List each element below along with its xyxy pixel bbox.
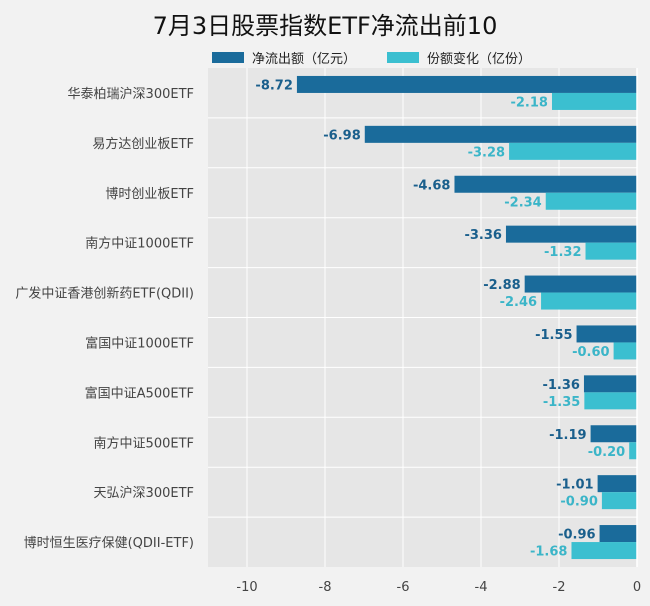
x-tick-label: 0 bbox=[633, 580, 641, 595]
net-outflow-bar bbox=[364, 125, 637, 143]
y-tick-label: 博时恒生医疗保健(QDII-ETF) bbox=[24, 536, 194, 551]
share-change-data-label: -2.34 bbox=[504, 195, 541, 210]
share-change-data-label: -0.90 bbox=[560, 495, 597, 510]
x-tick-label: -4 bbox=[475, 580, 488, 595]
net-outflow-bar bbox=[590, 425, 637, 443]
legend-swatch-net-outflow bbox=[212, 52, 244, 63]
share-change-bar bbox=[545, 192, 637, 210]
y-tick-label: 南方中证500ETF bbox=[94, 435, 194, 451]
x-tick-label: -6 bbox=[397, 580, 410, 595]
share-change-bar bbox=[551, 92, 637, 110]
x-tick-label: -2 bbox=[553, 580, 566, 595]
legend-label-share-change: 份额变化（亿份） bbox=[427, 52, 532, 67]
y-tick-label: 易方达创业板ETF bbox=[92, 136, 194, 152]
x-tick-label: -8 bbox=[319, 580, 332, 595]
net-outflow-bar bbox=[583, 375, 637, 393]
y-tick-label: 天弘沪深300ETF bbox=[94, 485, 194, 501]
share-change-data-label: -0.20 bbox=[588, 445, 625, 460]
y-tick-label: 富国中证1000ETF bbox=[85, 335, 194, 351]
share-change-data-label: -2.18 bbox=[510, 95, 547, 110]
legend-item-net-outflow: 净流出额（亿元） bbox=[212, 48, 356, 67]
net-outflow-bar bbox=[524, 275, 637, 293]
share-change-data-label: -1.35 bbox=[543, 395, 580, 410]
net-outflow-bar bbox=[576, 325, 637, 343]
share-change-bar bbox=[584, 392, 637, 410]
net-outflow-data-label: -1.36 bbox=[542, 378, 579, 393]
y-tick-label: 华泰柏瑞沪深300ETF bbox=[68, 86, 194, 102]
legend-item-share-change: 份额变化（亿份） bbox=[387, 48, 531, 67]
y-tick-label: 广发中证香港创新药ETF(QDII) bbox=[15, 286, 194, 302]
share-change-data-label: -3.28 bbox=[468, 145, 505, 160]
share-change-bar bbox=[509, 142, 637, 160]
share-change-bar bbox=[571, 542, 637, 560]
net-outflow-bar bbox=[505, 225, 637, 243]
net-outflow-data-label: -0.96 bbox=[558, 528, 595, 543]
share-change-data-label: -1.68 bbox=[530, 545, 567, 560]
share-change-data-label: -0.60 bbox=[572, 345, 609, 360]
net-outflow-bar bbox=[454, 175, 637, 193]
share-change-data-label: -2.46 bbox=[500, 295, 537, 310]
net-outflow-data-label: -1.55 bbox=[535, 328, 572, 343]
net-outflow-data-label: -1.01 bbox=[556, 478, 593, 493]
net-outflow-data-label: -6.98 bbox=[323, 128, 360, 143]
x-tick-label: -10 bbox=[236, 580, 257, 595]
share-change-bar bbox=[613, 342, 637, 360]
legend-label-net-outflow: 净流出额（亿元） bbox=[252, 52, 357, 67]
share-change-data-label: -1.32 bbox=[544, 245, 581, 260]
net-outflow-bar bbox=[597, 475, 637, 493]
y-tick-label: 富国中证A500ETF bbox=[85, 385, 194, 401]
y-tick-label: 博时创业板ETF bbox=[105, 187, 194, 202]
net-outflow-data-label: -1.19 bbox=[549, 428, 586, 443]
net-outflow-data-label: -3.36 bbox=[464, 228, 501, 243]
y-tick-label: 南方中证1000ETF bbox=[85, 236, 194, 252]
share-change-bar bbox=[585, 242, 637, 260]
net-outflow-data-label: -8.72 bbox=[255, 78, 292, 93]
share-change-bar bbox=[541, 292, 637, 310]
chart-title: 7月3日股票指数ETF净流出前10 bbox=[152, 12, 498, 40]
legend-swatch-share-change bbox=[387, 52, 419, 63]
share-change-bar bbox=[629, 442, 637, 460]
net-outflow-data-label: -4.68 bbox=[413, 178, 450, 193]
net-outflow-data-label: -2.88 bbox=[483, 278, 520, 293]
share-change-bar bbox=[601, 492, 637, 510]
net-outflow-bar bbox=[599, 525, 637, 543]
net-outflow-bar bbox=[296, 75, 637, 93]
